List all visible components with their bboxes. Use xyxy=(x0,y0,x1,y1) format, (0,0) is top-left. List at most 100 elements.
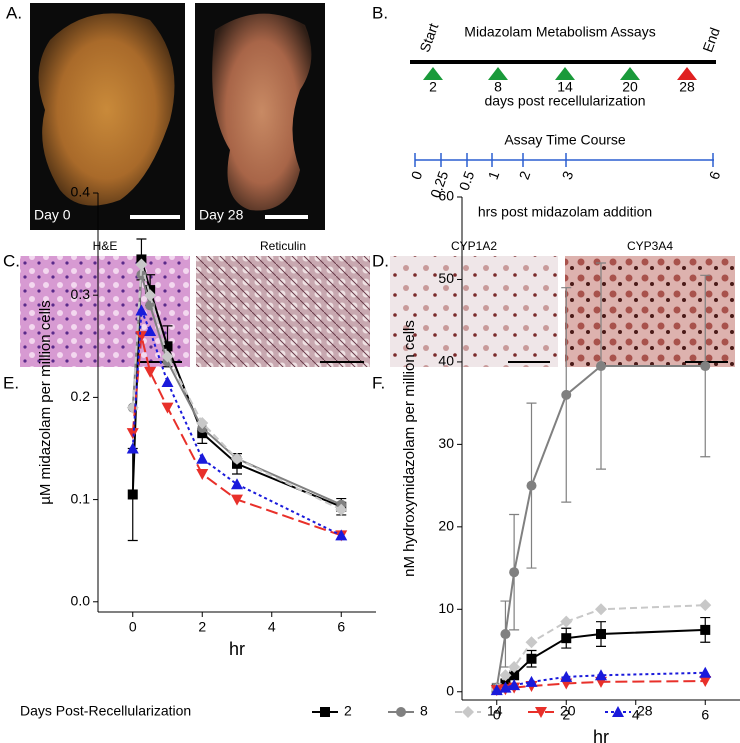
y-tick-label: 0.1 xyxy=(71,490,91,506)
panel-label: E. xyxy=(3,373,19,392)
marker xyxy=(144,366,157,378)
hour-label: 0.5 xyxy=(456,169,478,193)
marker xyxy=(526,653,537,664)
marker xyxy=(508,661,521,674)
marker xyxy=(462,706,474,718)
panel-label: A. xyxy=(6,3,22,22)
y-tick-label: 60 xyxy=(438,188,454,204)
marker xyxy=(135,331,148,343)
marker xyxy=(500,629,511,640)
marker xyxy=(231,478,243,490)
y-tick-label: 0.4 xyxy=(71,184,91,200)
marker xyxy=(335,503,348,516)
hour-label: 0 xyxy=(408,169,426,182)
timeline-marker xyxy=(677,67,697,80)
marker xyxy=(135,304,148,316)
series xyxy=(126,258,348,516)
marker xyxy=(145,300,156,311)
assay-caption: hrs post midazolam addition xyxy=(478,204,652,220)
marker xyxy=(335,529,348,541)
hour-label: 1 xyxy=(485,169,503,182)
marker xyxy=(561,633,572,644)
marker xyxy=(526,480,537,491)
marker xyxy=(560,615,573,628)
marker xyxy=(508,679,521,691)
timeline-marker xyxy=(488,67,508,80)
photo-label: Day 28 xyxy=(199,207,244,223)
marker xyxy=(700,361,711,372)
timeline-title: Midazolam Metabolism Assays xyxy=(464,24,655,40)
x-tick-label: 2 xyxy=(198,619,206,635)
timeline-marker xyxy=(555,67,575,80)
y-tick-label: 30 xyxy=(438,435,454,451)
marker xyxy=(525,636,538,649)
marker xyxy=(535,707,547,718)
day-label: 8 xyxy=(494,79,502,95)
marker xyxy=(596,629,606,640)
marker xyxy=(161,350,174,363)
liver xyxy=(212,13,312,211)
panel-label: F. xyxy=(372,373,385,392)
marker xyxy=(509,670,520,681)
marker xyxy=(197,428,208,439)
day-label: 28 xyxy=(679,79,695,95)
marker xyxy=(595,603,607,616)
y-tick-label: 40 xyxy=(438,353,454,369)
legend-label: 14 xyxy=(487,703,503,719)
legend-title: Days Post-Recellularization xyxy=(20,703,191,719)
marker xyxy=(144,324,157,336)
y-tick-label: 50 xyxy=(438,270,454,286)
image-label: CYP1A2 xyxy=(451,239,497,253)
marker xyxy=(561,389,572,400)
timeline-marker xyxy=(423,67,443,80)
marker xyxy=(699,599,712,612)
marker xyxy=(126,442,139,454)
panel-label: D. xyxy=(372,251,389,270)
histology-image xyxy=(20,256,190,367)
y-tick-label: 0.0 xyxy=(71,592,91,608)
hour-label: 3 xyxy=(559,169,577,182)
marker xyxy=(196,469,209,481)
x-tick-label: 0 xyxy=(129,619,137,635)
marker xyxy=(596,361,606,372)
marker xyxy=(127,489,138,500)
timeline-end: End xyxy=(699,25,723,54)
hour-label: 2 xyxy=(516,169,534,182)
marker xyxy=(699,676,712,688)
assay-title: Assay Time Course xyxy=(504,132,626,148)
marker xyxy=(700,624,711,635)
legend-label: 28 xyxy=(637,703,653,719)
y-tick-label: 20 xyxy=(438,518,454,534)
marker xyxy=(162,341,173,352)
marker xyxy=(231,452,243,465)
marker xyxy=(161,376,174,388)
y-axis-label: nM hydroxymidazolam per million cells xyxy=(401,320,418,577)
panel-label: C. xyxy=(3,251,20,270)
y-tick-label: 10 xyxy=(438,600,454,616)
marker xyxy=(525,675,538,687)
y-tick-label: 0 xyxy=(446,682,454,698)
marker xyxy=(396,707,406,717)
day-label: 20 xyxy=(622,79,638,95)
liver xyxy=(38,13,175,206)
image-label: CYP3A4 xyxy=(627,239,673,253)
histology-image xyxy=(565,256,735,367)
marker xyxy=(612,706,624,717)
photo-label: Day 0 xyxy=(34,207,71,223)
y-tick-label: 0.2 xyxy=(71,388,91,404)
x-tick-label: 0 xyxy=(493,707,501,723)
histology-image xyxy=(390,256,558,367)
series xyxy=(490,666,712,696)
x-tick-label: 4 xyxy=(268,619,276,635)
histology-image xyxy=(196,256,370,367)
x-tick-label: 4 xyxy=(632,707,640,723)
x-axis-label: hr xyxy=(593,727,609,743)
image-label: Reticulin xyxy=(260,239,306,253)
x-tick-label: 6 xyxy=(337,619,345,635)
timeline-start: Start xyxy=(416,21,441,54)
y-tick-label: 0.3 xyxy=(71,286,91,302)
legend-label: 20 xyxy=(560,703,576,719)
series xyxy=(126,304,348,541)
marker xyxy=(144,289,157,302)
image-label: H&E xyxy=(93,239,118,253)
